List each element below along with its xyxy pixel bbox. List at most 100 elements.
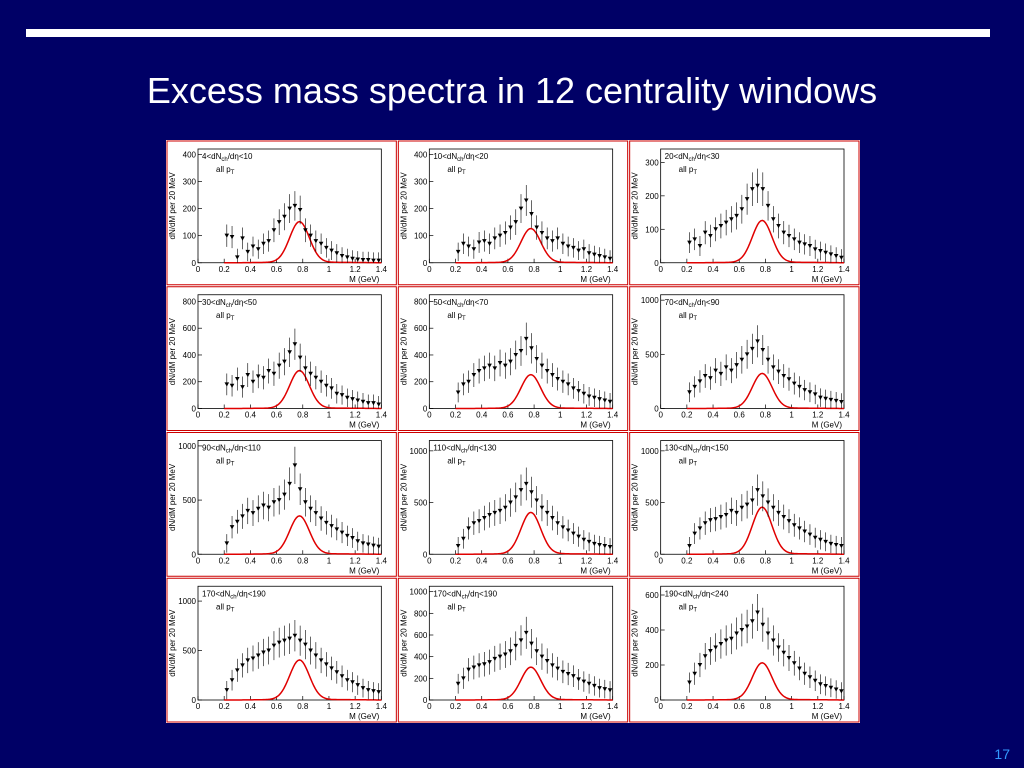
data-point (371, 682, 376, 700)
data-point (292, 328, 298, 360)
plot-frame (660, 440, 845, 555)
data-point (539, 494, 545, 522)
data-point (581, 384, 587, 404)
pt-label: all pT (447, 602, 466, 613)
x-tick-label: 0.8 (760, 265, 772, 274)
signal-curve (224, 659, 382, 701)
data-point (229, 375, 235, 397)
data-point (523, 467, 529, 501)
data-point (329, 378, 334, 399)
x-tick-label: 0.2 (219, 411, 231, 420)
data-point (350, 250, 355, 263)
data-point (261, 366, 266, 390)
data-point (692, 662, 698, 685)
data-point (586, 244, 592, 263)
data-point (702, 221, 708, 245)
data-point (581, 671, 587, 692)
y-tick-label: 1000 (178, 442, 196, 451)
data-point (560, 370, 566, 393)
data-point (455, 382, 461, 403)
data-point (287, 467, 292, 501)
plot-frame (660, 585, 845, 701)
x-tick-label: 1 (327, 411, 332, 420)
y-axis-label: dN/dM per 20 MeV (631, 172, 640, 240)
data-point (292, 620, 298, 652)
y-tick-label: 500 (183, 496, 197, 505)
data-point (755, 474, 760, 506)
pt-label: all pT (679, 165, 698, 176)
data-point (828, 390, 834, 409)
x-tick-label: 0.6 (502, 556, 514, 565)
data-point (466, 658, 471, 682)
data-point (739, 494, 745, 522)
signal-curve (686, 372, 845, 410)
data-point (339, 247, 345, 263)
data-point (560, 660, 566, 684)
data-point (282, 203, 287, 231)
data-point (571, 378, 576, 399)
x-tick-label: 0.8 (760, 702, 772, 711)
data-point (818, 674, 823, 695)
x-tick-label: 0 (427, 702, 432, 711)
y-tick-label: 0 (423, 550, 428, 559)
data-point (224, 680, 230, 700)
data-point (760, 335, 766, 365)
data-point (376, 537, 382, 555)
x-tick-label: 0.2 (681, 556, 693, 565)
data-point (350, 672, 355, 693)
y-tick-label: 200 (183, 378, 197, 387)
data-point (266, 636, 272, 665)
data-point (461, 233, 466, 255)
data-point (229, 669, 235, 691)
data-point (261, 638, 266, 667)
x-tick-label: 0.4 (707, 556, 719, 565)
y-tick-label: 100 (645, 225, 659, 234)
data-point (529, 476, 534, 508)
panel-border (397, 286, 629, 431)
data-point (833, 680, 839, 699)
data-point (461, 528, 466, 549)
x-tick-label: 1.4 (838, 702, 850, 711)
y-tick-label: 0 (654, 259, 659, 268)
data-point (245, 647, 251, 674)
x-tick-label: 1.2 (350, 702, 362, 711)
x-axis-label: M (GeV) (812, 566, 843, 575)
x-tick-label: 0 (427, 411, 432, 420)
x-tick-label: 1.4 (376, 556, 388, 565)
data-point (776, 213, 781, 239)
data-point (776, 359, 781, 385)
data-point (271, 218, 277, 243)
data-point (807, 666, 813, 688)
data-point (755, 325, 760, 358)
x-tick-label: 0.6 (502, 411, 514, 420)
data-point (303, 488, 308, 517)
data-point (833, 247, 839, 263)
data-point (455, 537, 461, 555)
data-point (339, 665, 345, 688)
spectrum-panel-1: 0 100 200 300 400 0 0.2 0.4 0.6 0.8 1 1.2 1.4M (GeV)… (166, 140, 397, 286)
y-tick-label: 1000 (641, 296, 659, 305)
data-point (350, 528, 355, 548)
x-axis-label: M (GeV) (349, 275, 380, 284)
data-point (492, 499, 498, 526)
data-point (718, 504, 724, 530)
data-point (713, 506, 718, 532)
x-tick-label: 0 (196, 556, 201, 565)
data-point (234, 509, 240, 534)
x-axis-label: M (GeV) (580, 421, 611, 430)
centrality-label: 20<dNch/dη<30 (665, 152, 720, 163)
data-point (303, 629, 308, 660)
data-point (334, 384, 340, 404)
data-point (282, 625, 287, 656)
x-tick-label: 0.4 (245, 411, 257, 420)
x-tick-label: 0.8 (529, 411, 541, 420)
pt-label: all pT (679, 457, 698, 468)
x-tick-label: 0.2 (681, 702, 693, 711)
x-tick-label: 0.4 (476, 702, 488, 711)
data-point (839, 537, 844, 555)
data-point (492, 355, 498, 382)
x-tick-label: 0.2 (450, 702, 462, 711)
x-tick-label: 1 (789, 265, 794, 274)
data-point (487, 233, 492, 255)
